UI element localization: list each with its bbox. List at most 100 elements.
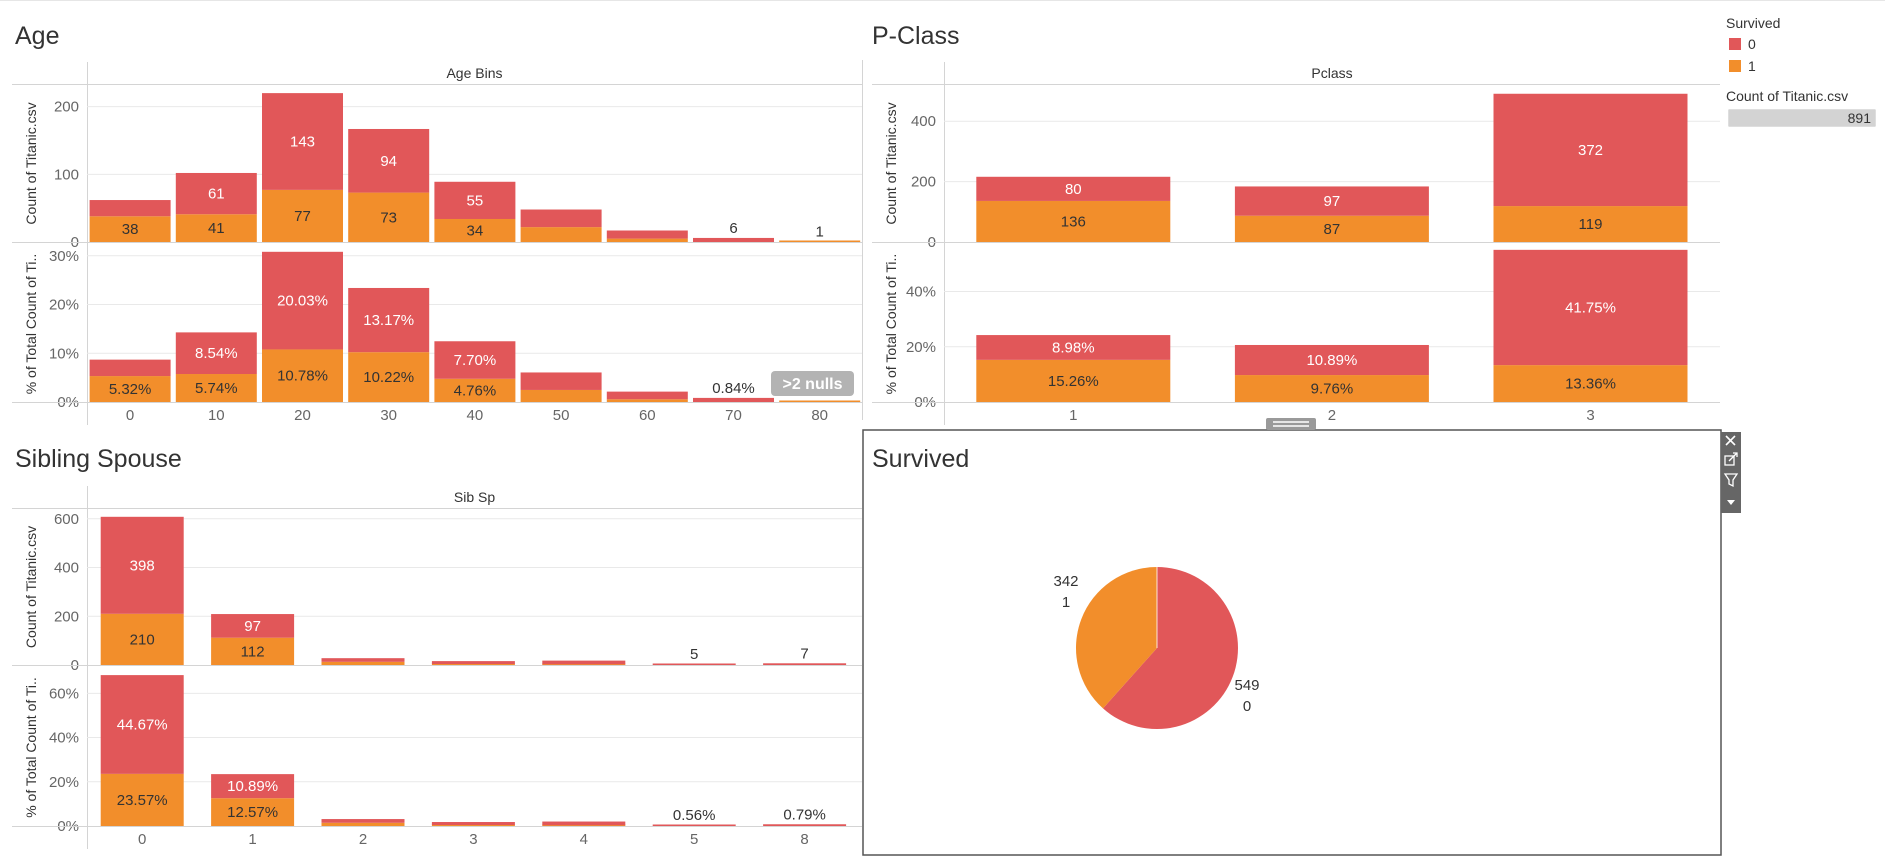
bar-segment-survived-1[interactable] <box>520 389 602 402</box>
bar-segment-survived-0[interactable] <box>976 335 1171 360</box>
bar-segment-survived-0[interactable] <box>976 176 1171 201</box>
bar-segment-survived-0[interactable] <box>431 661 515 665</box>
bar-segment-survived-0[interactable] <box>763 824 847 826</box>
bar-label: 55 <box>467 192 484 209</box>
bar-segment-survived-0[interactable] <box>321 658 405 662</box>
bar-segment-survived-0[interactable] <box>100 516 184 614</box>
bar-segment-survived-0[interactable] <box>652 824 736 827</box>
filter-icon[interactable] <box>1723 473 1739 488</box>
bar-segment-survived-0[interactable] <box>431 822 515 826</box>
bar-segment-survived-1[interactable] <box>89 376 171 402</box>
bar-label: 8.98% <box>1052 339 1095 356</box>
bar-segment-survived-0[interactable] <box>606 391 688 400</box>
bar-segment-survived-0[interactable] <box>434 181 516 219</box>
bar-segment-survived-0[interactable] <box>348 287 430 353</box>
pie-slice-survived-0[interactable] <box>1102 567 1238 729</box>
more-options-icon[interactable] <box>1727 500 1735 505</box>
bar-segment-survived-1[interactable] <box>976 359 1171 402</box>
bar-segment-survived-1[interactable] <box>976 200 1171 242</box>
bar-segment-survived-1[interactable] <box>348 192 430 242</box>
bar-segment-survived-0[interactable] <box>100 675 184 774</box>
resize-handle-bar[interactable] <box>1266 418 1316 430</box>
bar-label: 10.89% <box>227 778 278 795</box>
bar-segment-survived-1[interactable] <box>606 238 688 242</box>
bar-segment-survived-0[interactable] <box>763 663 847 665</box>
bar-segment-survived-1[interactable] <box>262 189 343 242</box>
bar-segment-survived-1[interactable] <box>175 214 257 242</box>
bar-segment-survived-0[interactable] <box>175 172 257 215</box>
bar-segment-survived-1[interactable] <box>100 773 184 826</box>
bar-segment-survived-0[interactable] <box>262 93 343 190</box>
bar-segment-survived-0[interactable] <box>542 660 626 665</box>
bar-segment-survived-1[interactable] <box>89 216 171 242</box>
bar-segment-survived-1[interactable] <box>1493 206 1688 242</box>
x-category-label: 40 <box>467 407 484 424</box>
bar-segment-survived-0[interactable] <box>89 359 171 377</box>
bar-segment-survived-0[interactable] <box>1234 186 1429 216</box>
bar-segment-survived-1[interactable] <box>321 661 405 665</box>
bar-segment-survived-1[interactable] <box>262 349 343 402</box>
bar-segment-survived-0[interactable] <box>1234 344 1429 376</box>
survived-sheet[interactable]: Survived 549 0 342 1 <box>862 429 1722 856</box>
bar-segment-survived-1[interactable] <box>431 824 515 827</box>
null-indicator-badge[interactable] <box>771 371 854 396</box>
bar-segment-survived-0[interactable] <box>693 237 774 242</box>
bar-label: 12.57% <box>227 804 278 821</box>
bar-segment-survived-0[interactable] <box>262 251 343 350</box>
bar-label: 143 <box>290 134 315 151</box>
bar-segment-survived-0[interactable] <box>520 372 602 390</box>
bar-segment-survived-0[interactable] <box>348 128 430 193</box>
bar-segment-survived-1[interactable] <box>1493 365 1688 402</box>
pane-1[interactable]: 0%10%20%30%% of Total Count of Ti.. 5.32%… <box>12 248 862 411</box>
bar-segment-survived-1[interactable] <box>779 400 861 403</box>
bar-segment-survived-1[interactable] <box>434 218 516 242</box>
bar-segment-survived-0[interactable] <box>542 821 626 826</box>
bar-segment-survived-1[interactable] <box>211 798 295 826</box>
pie-slice-survived-1[interactable] <box>1075 567 1157 709</box>
x-category-label: 0 <box>138 831 146 848</box>
bar-segment-survived-1[interactable] <box>211 637 295 665</box>
size-legend-value: 891 <box>1848 110 1872 126</box>
size-legend-title: Count of Titanic.csv <box>1726 88 1848 104</box>
y-tick-label: 20% <box>906 339 936 356</box>
bar-segment-survived-0[interactable] <box>693 397 774 402</box>
popout-icon[interactable] <box>1724 452 1738 466</box>
bar-segment-survived-1[interactable] <box>175 374 257 402</box>
bar-segment-survived-1[interactable] <box>100 613 184 665</box>
close-icon[interactable] <box>1725 435 1736 446</box>
bar-segment-survived-1[interactable] <box>1234 215 1429 242</box>
bar-segment-survived-0[interactable] <box>606 230 688 239</box>
bar-label: 5.74% <box>195 380 238 397</box>
pane-1[interactable]: 0%20%40%60%% of Total Count of Ti.. 23.57… <box>12 675 862 835</box>
pane-1[interactable]: 0%20%40%% of Total Count of Ti.. 15.26%8.… <box>872 249 1720 411</box>
bar-segment-survived-0[interactable] <box>652 663 736 666</box>
bar-segment-survived-1[interactable] <box>606 399 688 402</box>
bar-segment-survived-1[interactable] <box>434 378 516 402</box>
bar-segment-survived-1[interactable] <box>431 663 515 666</box>
bar-segment-survived-1[interactable] <box>1234 375 1429 402</box>
bar-segment-survived-0[interactable] <box>211 614 295 638</box>
legend-item[interactable]: 0 <box>1729 36 1756 52</box>
bar-segment-survived-0[interactable] <box>520 209 602 228</box>
bar-segment-survived-0[interactable] <box>434 341 516 379</box>
bar-segment-survived-0[interactable] <box>321 819 405 823</box>
resize-handle[interactable] <box>1266 418 1316 430</box>
bar-segment-survived-0[interactable] <box>211 774 295 799</box>
null-indicator[interactable]: >2 nulls <box>771 371 854 396</box>
bar-segment-survived-0[interactable] <box>1493 249 1688 366</box>
bar-segment-survived-1[interactable] <box>542 824 626 827</box>
bar-segment-survived-1[interactable] <box>348 352 430 402</box>
bar-segment-survived-0[interactable] <box>175 332 257 375</box>
bar-segment-survived-0[interactable] <box>1493 93 1688 207</box>
age-sheet[interactable]: Age Age Bins 0 100 200 Count of Titanic.csv 3… <box>12 22 862 425</box>
bar-segment-survived-1[interactable] <box>779 240 861 243</box>
bar-segment-survived-1[interactable] <box>321 822 405 826</box>
sibsp-sheet[interactable]: Sibling Spouse Sib Sp 0 200 400 600 Count of … <box>12 445 862 849</box>
bar-segment-survived-1[interactable] <box>520 227 602 242</box>
bar-segment-survived-0[interactable] <box>89 200 171 217</box>
legend-item[interactable]: 1 <box>1729 58 1756 74</box>
